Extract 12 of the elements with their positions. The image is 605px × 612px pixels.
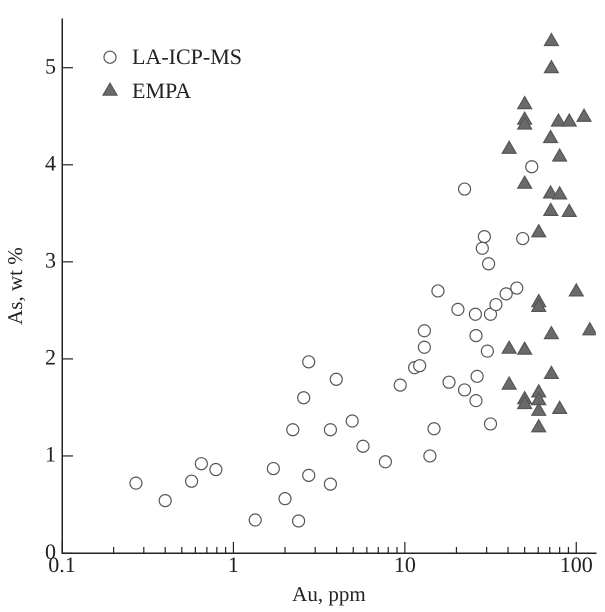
y-tick-label: 2 (45, 344, 56, 370)
y-tick-label: 4 (45, 150, 56, 176)
x-axis-title: Au, ppm (292, 582, 366, 606)
x-tick-label: 1 (228, 552, 239, 577)
y-tick-label: 3 (45, 248, 56, 273)
legend-label: LA-ICP-MS (132, 44, 242, 69)
x-tick-label: 10 (394, 552, 416, 577)
legend-label: EMPA (132, 78, 192, 103)
y-axis-title: As, wt % (3, 247, 28, 325)
y-tick-label: 1 (45, 442, 56, 467)
y-tick-label: 5 (45, 54, 56, 79)
x-tick-label: 100 (560, 552, 593, 577)
